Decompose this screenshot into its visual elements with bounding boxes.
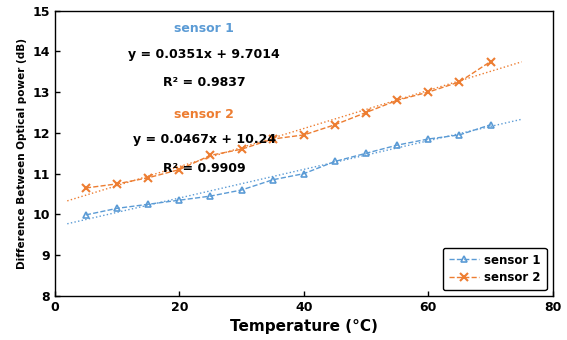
sensor 1 (301, 172, 307, 176)
Line: sensor 2: sensor 2 (82, 57, 494, 192)
sensor 1 (456, 133, 463, 137)
sensor 1 (176, 198, 183, 202)
sensor 2 (332, 123, 338, 127)
Text: sensor 1: sensor 1 (174, 22, 234, 35)
sensor 2 (301, 133, 307, 137)
sensor 2 (238, 147, 245, 151)
sensor 1 (487, 123, 494, 127)
sensor 1 (83, 213, 90, 217)
sensor 2 (145, 176, 151, 180)
sensor 1 (425, 137, 431, 141)
sensor 2 (269, 137, 276, 141)
sensor 1 (332, 159, 338, 164)
sensor 1 (363, 151, 370, 155)
Y-axis label: Difference Between Optical power (dB): Difference Between Optical power (dB) (17, 38, 27, 269)
Legend: sensor 1, sensor 2: sensor 1, sensor 2 (443, 248, 547, 290)
sensor 1 (113, 206, 120, 210)
sensor 1 (145, 202, 151, 206)
sensor 2 (176, 168, 183, 172)
Text: R² = 0.9909: R² = 0.9909 (163, 162, 246, 175)
sensor 2 (363, 110, 370, 115)
sensor 2 (425, 90, 431, 94)
sensor 1 (207, 194, 214, 198)
sensor 2 (83, 186, 90, 190)
Line: sensor 1: sensor 1 (82, 121, 494, 218)
sensor 2 (456, 80, 463, 84)
sensor 2 (207, 153, 214, 157)
Text: R² = 0.9837: R² = 0.9837 (163, 76, 246, 89)
sensor 1 (238, 188, 245, 192)
sensor 1 (269, 178, 276, 182)
sensor 2 (487, 59, 494, 64)
sensor 1 (393, 143, 400, 147)
Text: y = 0.0351x + 9.7014: y = 0.0351x + 9.7014 (128, 48, 280, 61)
Text: y = 0.0467x + 10.24: y = 0.0467x + 10.24 (133, 133, 276, 146)
sensor 2 (113, 182, 120, 186)
Text: sensor 2: sensor 2 (174, 108, 234, 121)
sensor 2 (393, 98, 400, 102)
X-axis label: Temperature (°C): Temperature (°C) (230, 320, 378, 335)
